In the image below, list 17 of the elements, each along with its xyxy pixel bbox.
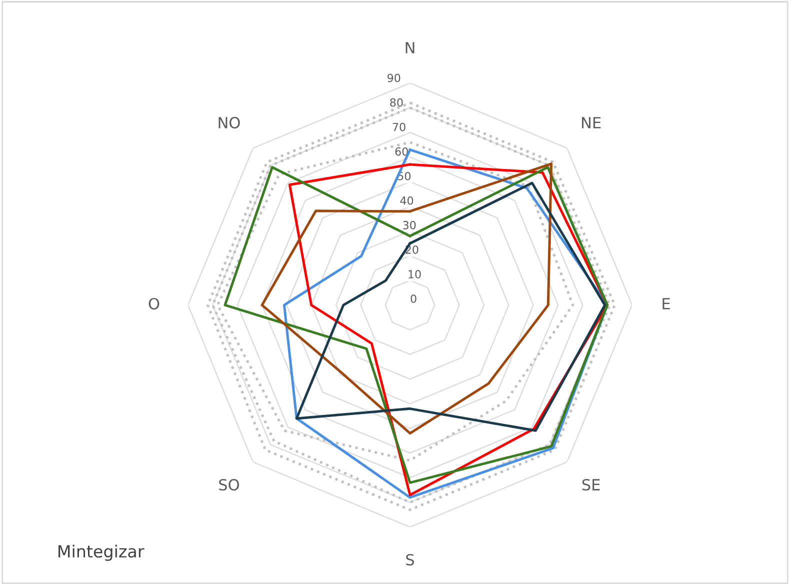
text: Mintegizar bbox=[58, 544, 144, 561]
spoke-label: NE bbox=[582, 117, 601, 128]
spoke-label: S bbox=[406, 554, 414, 566]
spoke-label: O bbox=[148, 298, 160, 310]
y-tick-label: 60 bbox=[395, 147, 408, 156]
spoke-label: SE bbox=[582, 478, 600, 491]
y-tick-label: 90 bbox=[388, 74, 400, 82]
spoke-label: NO bbox=[218, 116, 240, 128]
y-tick-label: 10 bbox=[408, 270, 421, 278]
y-tick-label: 40 bbox=[400, 196, 414, 205]
y-tick-label: 30 bbox=[403, 220, 416, 230]
y-tick-label: 80 bbox=[390, 98, 403, 107]
spoke-label: SO bbox=[219, 478, 239, 491]
spoke-label: E bbox=[662, 298, 670, 310]
y-tick-label: 70 bbox=[392, 122, 406, 132]
y-tick-label: 0 bbox=[410, 294, 416, 303]
spoke-label: N bbox=[406, 42, 414, 54]
